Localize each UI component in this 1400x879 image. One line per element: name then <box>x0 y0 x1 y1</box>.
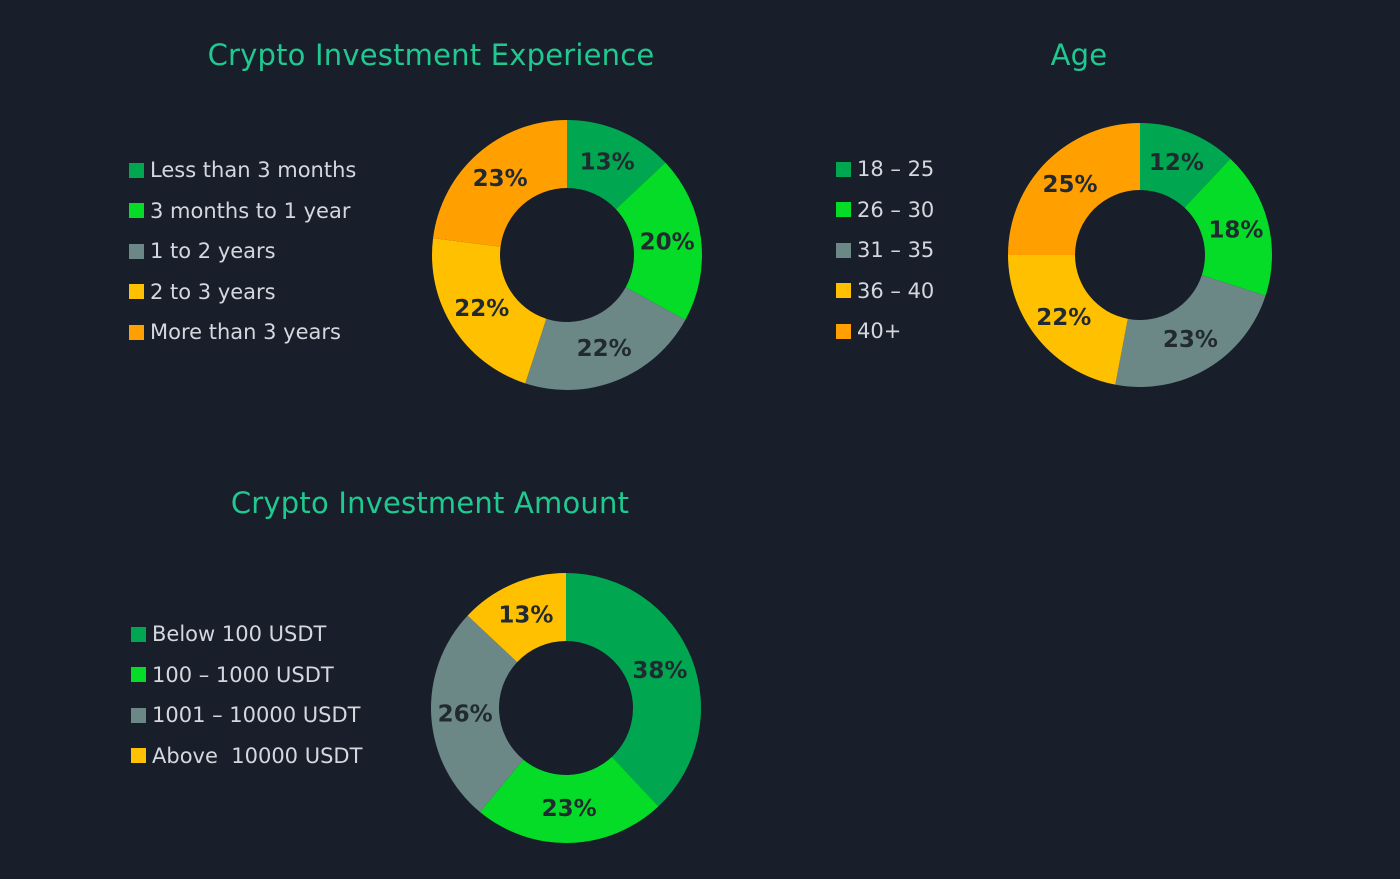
legend-item: More than 3 years <box>129 312 356 353</box>
legend-label: 3 months to 1 year <box>150 198 351 223</box>
age-chart-title: Age <box>1050 38 1108 72</box>
slice-value-label: 12% <box>1149 150 1204 176</box>
slice-value-label: 20% <box>640 229 695 255</box>
donut-slice <box>1140 123 1231 208</box>
experience-donut: 13% 20% 22% 22% 23% <box>432 120 702 390</box>
legend-label: 36 – 40 <box>857 278 935 303</box>
donut-slice <box>567 120 666 210</box>
legend-label: More than 3 years <box>150 320 341 345</box>
slice-value-label: 23% <box>542 796 597 822</box>
slice-value-label: 25% <box>1042 172 1097 198</box>
legend-swatch <box>131 707 146 723</box>
slice-value-label: 22% <box>577 336 632 362</box>
legend-swatch <box>129 324 144 340</box>
donut-slice <box>432 238 547 384</box>
legend-label: 26 – 30 <box>857 197 935 222</box>
legend-swatch <box>129 284 144 300</box>
slice-value-label: 23% <box>1163 327 1218 353</box>
experience-legend: Less than 3 months 3 months to 1 year 1 to… <box>129 150 356 353</box>
donut-slice <box>433 120 567 247</box>
legend-item: 36 – 40 <box>836 271 934 312</box>
legend-label: 1 to 2 years <box>150 239 276 264</box>
legend-label: 31 – 35 <box>857 238 935 263</box>
legend-item: Less than 3 months <box>129 150 356 191</box>
legend-swatch <box>836 323 851 339</box>
donut-slice <box>479 756 659 843</box>
legend-item: 3 months to 1 year <box>129 191 356 232</box>
slice-value-label: 22% <box>1036 305 1091 331</box>
legend-label: 100 – 1000 USDT <box>152 662 334 687</box>
legend-item: 18 – 25 <box>836 149 934 190</box>
legend-swatch <box>129 243 144 259</box>
legend-swatch <box>131 667 146 683</box>
slice-value-label: 22% <box>454 296 509 322</box>
legend-item: 100 – 1000 USDT <box>131 655 362 696</box>
slice-value-label: 23% <box>473 166 528 192</box>
donut-slice <box>566 573 701 807</box>
slice-value-label: 38% <box>632 658 687 684</box>
legend-item: 1 to 2 years <box>129 231 356 272</box>
legend-swatch <box>129 203 144 219</box>
donut-slice <box>1008 123 1140 255</box>
legend-item: 40+ <box>836 311 934 352</box>
donut-slice <box>1184 158 1272 296</box>
slice-value-label: 18% <box>1208 217 1263 243</box>
legend-swatch <box>836 283 851 299</box>
legend-swatch <box>836 161 851 177</box>
legend-label: 18 – 25 <box>857 157 935 182</box>
legend-label: 40+ <box>857 319 902 344</box>
legend-label: Above 10000 USDT <box>152 743 363 768</box>
donut-slice <box>1115 275 1266 387</box>
slice-value-label: 13% <box>580 149 635 175</box>
amount-chart-title: Crypto Investment Amount <box>230 486 630 520</box>
legend-label: Less than 3 months <box>150 158 357 183</box>
amount-legend: Below 100 USDT 100 – 1000 USDT 1001 – 1000… <box>131 614 362 776</box>
legend-swatch <box>836 242 851 258</box>
donut-slice <box>615 162 702 321</box>
donut-slice <box>431 615 524 813</box>
amount-donut: 38% 23% 26% 13% <box>431 573 701 843</box>
donut-slice <box>1008 255 1128 385</box>
legend-swatch <box>129 162 144 178</box>
legend-swatch <box>131 748 146 764</box>
donut-slice <box>525 287 686 390</box>
experience-chart-title: Crypto Investment Experience <box>207 38 655 72</box>
slice-value-label: 13% <box>498 602 553 628</box>
legend-item: Above 10000 USDT <box>131 736 362 777</box>
donut-slice <box>467 573 566 663</box>
legend-item: 1001 – 10000 USDT <box>131 695 362 736</box>
age-legend: 18 – 25 26 – 30 31 – 35 36 – 40 40+ <box>836 149 934 352</box>
legend-item: 2 to 3 years <box>129 272 356 313</box>
legend-item: 26 – 30 <box>836 190 934 231</box>
legend-swatch <box>131 626 146 642</box>
legend-label: Below 100 USDT <box>152 622 327 647</box>
age-donut: 12% 18% 23% 22% 25% <box>1008 123 1272 387</box>
legend-item: 31 – 35 <box>836 230 934 271</box>
legend-item: Below 100 USDT <box>131 614 362 655</box>
legend-swatch <box>836 202 851 218</box>
legend-label: 2 to 3 years <box>150 279 276 304</box>
slice-value-label: 26% <box>438 701 493 727</box>
legend-label: 1001 – 10000 USDT <box>152 703 361 728</box>
